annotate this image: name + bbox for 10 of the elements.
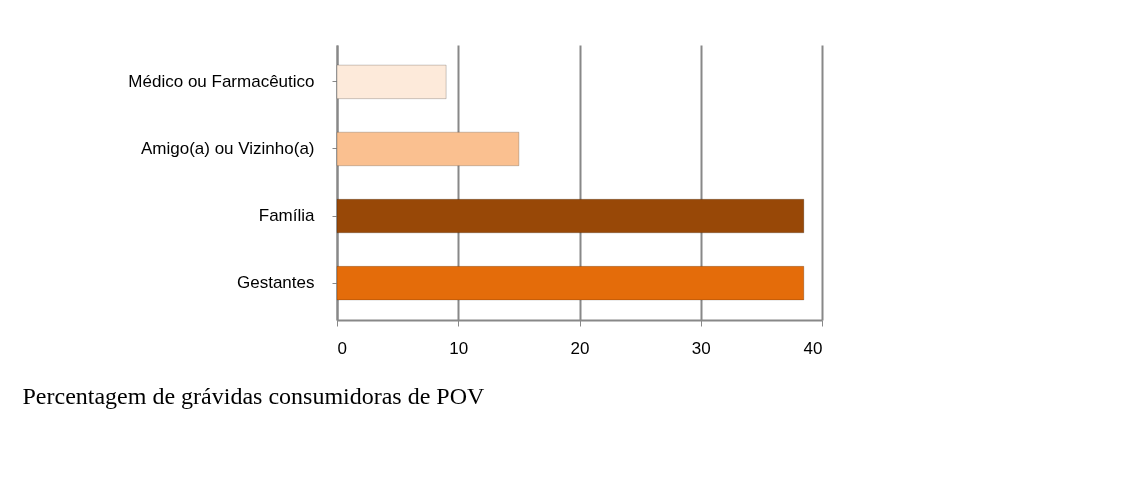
y-tick-label: Amigo(a) ou Vizinho(a) (140, 138, 315, 158)
x-tick-label: 20 (570, 338, 590, 358)
x-tick-label: 40 (803, 338, 823, 358)
x-tick-label: 30 (691, 338, 711, 358)
x-tick-label: 0 (337, 338, 347, 358)
y-tick-label: Médico ou Farmacêutico (128, 71, 315, 91)
y-tick-label: Família (258, 206, 316, 226)
y-tick-label: Gestantes (237, 273, 315, 293)
x-axis-title: Percentagem de grávidas consumidoras de POV (22, 382, 486, 409)
x-tick-label: 10 (449, 338, 469, 358)
